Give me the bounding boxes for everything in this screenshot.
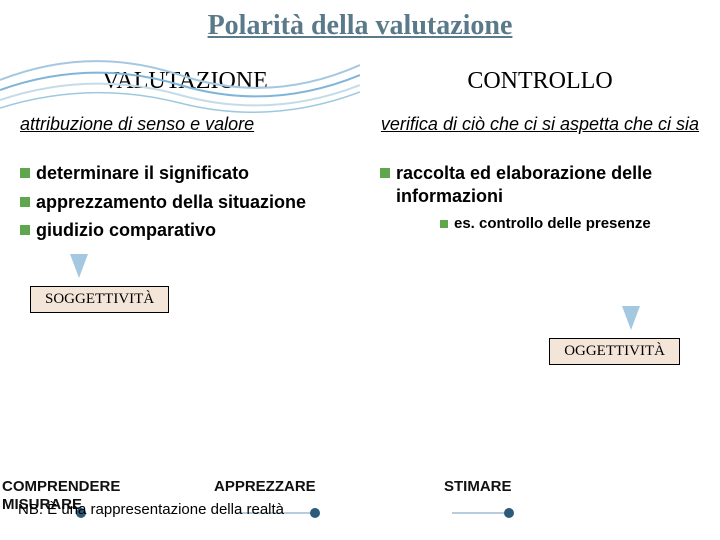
columns-wrapper: VALUTAZIONE attribuzione di senso e valo… <box>0 68 720 365</box>
left-subheading: attribuzione di senso e valore <box>20 113 350 136</box>
bullet-text: determinare il significato <box>36 162 249 185</box>
strong-part: raccolta <box>396 163 465 183</box>
arrow-down-icon <box>70 254 88 278</box>
label-comprendere: COMPRENDERE <box>2 478 120 495</box>
arrow-down-icon <box>622 306 640 330</box>
footnote: NB. È una rappresentazione della realtà <box>18 501 284 518</box>
bullet-icon <box>20 168 30 178</box>
bullet-text: raccolta ed elaborazione delle informazi… <box>396 162 700 207</box>
left-column: VALUTAZIONE attribuzione di senso e valo… <box>20 68 360 365</box>
right-heading: CONTROLLO <box>380 68 700 95</box>
right-subheading: verifica di ciò che ci si aspetta che ci… <box>380 113 700 136</box>
bullet-text: giudizio comparativo <box>36 219 216 242</box>
left-bullet-2: apprezzamento della situazione <box>20 191 350 214</box>
bullet-text: apprezzamento della situazione <box>36 191 306 214</box>
axis-dot <box>310 508 320 518</box>
bullet-icon <box>380 168 390 178</box>
left-bullet-1: determinare il significato <box>20 162 350 185</box>
bullet-text: es. controllo delle presenze <box>454 215 651 234</box>
left-box: SOGGETTIVITÀ <box>30 286 169 313</box>
right-bullet-1: raccolta ed elaborazione delle informazi… <box>380 162 700 207</box>
right-sub-bullet: es. controllo delle presenze <box>440 215 700 234</box>
page-title: Polarità della valutazione <box>0 0 720 42</box>
label-apprezzare: APPREZZARE <box>214 478 316 495</box>
bullet-icon <box>20 225 30 235</box>
right-box: OGGETTIVITÀ <box>549 338 680 365</box>
right-column: CONTROLLO verifica di ciò che ci si aspe… <box>360 68 700 365</box>
bullet-icon <box>20 197 30 207</box>
left-heading: VALUTAZIONE <box>20 68 350 95</box>
axis-dot <box>504 508 514 518</box>
label-stimare: STIMARE <box>444 478 512 495</box>
bullet-icon <box>440 220 448 228</box>
left-bullet-3: giudizio comparativo <box>20 219 350 242</box>
axis-segment <box>452 512 508 514</box>
